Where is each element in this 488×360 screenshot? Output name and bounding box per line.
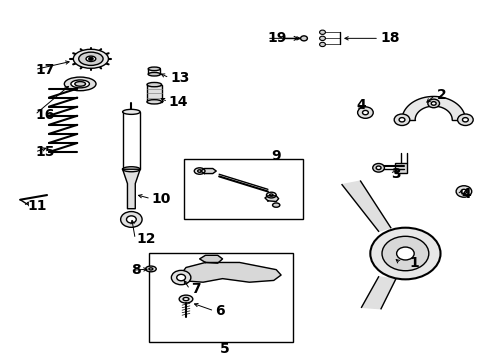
Text: 8: 8	[131, 264, 141, 277]
Circle shape	[369, 228, 440, 279]
Text: 19: 19	[267, 31, 286, 45]
Text: 4: 4	[356, 98, 366, 112]
Ellipse shape	[122, 109, 140, 114]
Ellipse shape	[86, 56, 96, 62]
Circle shape	[393, 114, 409, 126]
Circle shape	[457, 114, 472, 126]
Ellipse shape	[145, 266, 156, 272]
Polygon shape	[178, 262, 281, 282]
Circle shape	[375, 166, 380, 170]
Ellipse shape	[149, 268, 153, 270]
Bar	[149, 253, 293, 342]
Ellipse shape	[272, 203, 279, 207]
Text: 7: 7	[190, 282, 200, 296]
Ellipse shape	[183, 297, 188, 301]
Circle shape	[176, 274, 185, 281]
Text: 10: 10	[152, 192, 171, 206]
Circle shape	[398, 118, 404, 122]
Polygon shape	[264, 196, 278, 202]
Ellipse shape	[122, 167, 140, 172]
Circle shape	[319, 36, 325, 41]
Polygon shape	[401, 96, 465, 120]
Polygon shape	[200, 168, 216, 174]
Circle shape	[462, 118, 468, 122]
Text: 16: 16	[36, 108, 55, 122]
Polygon shape	[199, 255, 222, 263]
Ellipse shape	[147, 82, 161, 87]
Circle shape	[121, 212, 142, 227]
Ellipse shape	[179, 295, 192, 303]
Text: 5: 5	[220, 342, 229, 356]
Ellipse shape	[194, 168, 204, 174]
Ellipse shape	[73, 49, 108, 68]
Circle shape	[319, 30, 325, 35]
Circle shape	[455, 186, 471, 197]
Polygon shape	[361, 277, 395, 309]
Circle shape	[357, 107, 372, 118]
Text: 15: 15	[36, 145, 55, 159]
Text: 4: 4	[461, 186, 470, 201]
Circle shape	[396, 247, 413, 260]
Text: 9: 9	[271, 149, 281, 163]
Ellipse shape	[79, 52, 103, 66]
Circle shape	[126, 216, 136, 223]
Ellipse shape	[147, 100, 161, 104]
Ellipse shape	[148, 67, 160, 71]
Ellipse shape	[266, 192, 276, 198]
Text: 14: 14	[168, 95, 188, 109]
Ellipse shape	[197, 170, 201, 172]
Circle shape	[362, 111, 367, 115]
Text: 13: 13	[170, 71, 189, 85]
Ellipse shape	[269, 194, 272, 196]
Ellipse shape	[75, 82, 85, 86]
Text: 1: 1	[408, 256, 418, 270]
Text: 6: 6	[215, 304, 224, 318]
Text: 3: 3	[390, 167, 400, 181]
Ellipse shape	[148, 72, 160, 76]
Circle shape	[171, 270, 190, 285]
Bar	[147, 85, 161, 102]
Circle shape	[319, 42, 325, 46]
Circle shape	[372, 163, 384, 172]
Circle shape	[430, 102, 435, 105]
Text: 12: 12	[136, 232, 156, 246]
Bar	[394, 163, 406, 173]
Circle shape	[427, 99, 439, 108]
Text: 2: 2	[436, 87, 446, 102]
Text: 11: 11	[27, 199, 47, 213]
Ellipse shape	[71, 80, 89, 88]
Bar	[183, 159, 303, 220]
Circle shape	[381, 236, 428, 271]
Polygon shape	[122, 169, 140, 209]
Polygon shape	[341, 181, 390, 231]
Circle shape	[88, 57, 93, 60]
Text: 17: 17	[36, 63, 55, 77]
Circle shape	[460, 189, 466, 194]
Text: 18: 18	[379, 31, 399, 45]
Circle shape	[300, 36, 307, 41]
Ellipse shape	[64, 77, 96, 91]
